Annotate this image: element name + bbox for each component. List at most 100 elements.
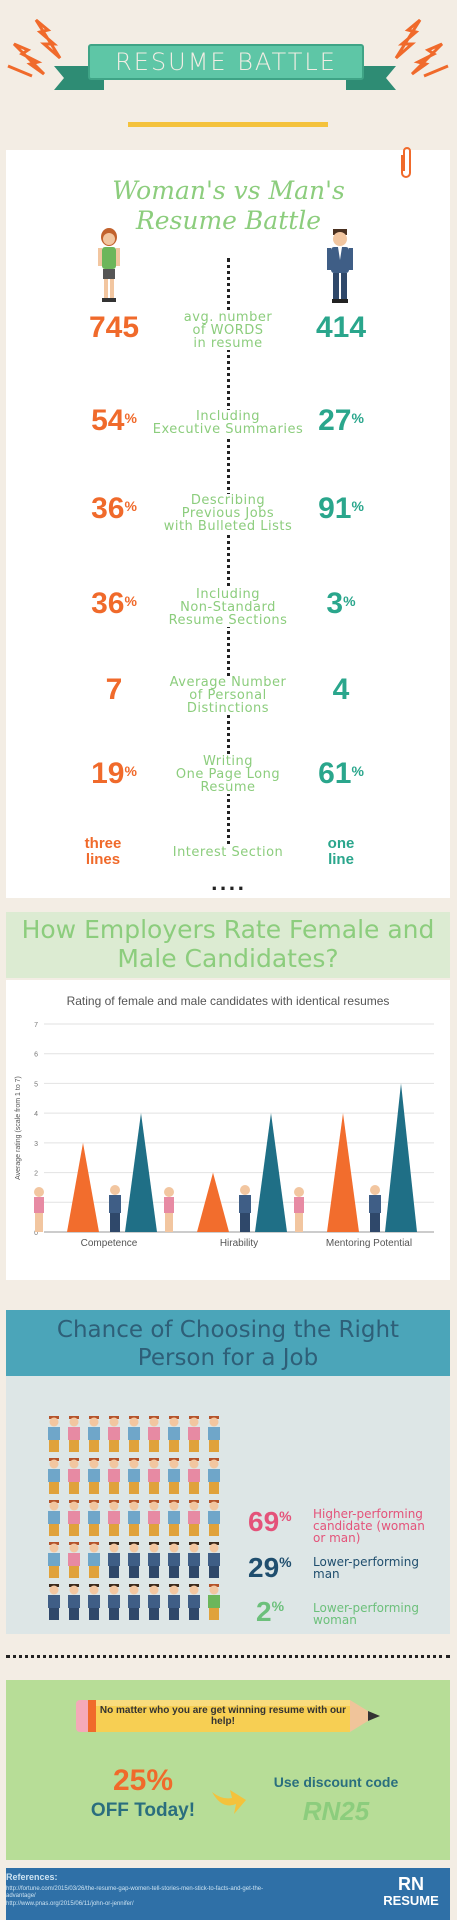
- woman-distinctions-value: 7: [105, 673, 123, 706]
- code-label: Use discount code: [273, 1774, 399, 1790]
- row-label-line: avg. number: [183, 310, 273, 325]
- reference-link[interactable]: http://fortune.com/2015/03/26/the-resume…: [6, 1886, 264, 1892]
- banner-title: RESUME BATTLE: [88, 44, 364, 80]
- row-label-distinctions: Average Number of Personal Distinctions: [148, 676, 308, 715]
- row-label-line: Interest Section: [172, 845, 284, 860]
- person-figure-icon: [148, 1500, 160, 1536]
- stat-label-line: Lower-performing: [313, 1555, 419, 1569]
- person-figure-icon: [148, 1416, 160, 1452]
- arrow-right-icon: [212, 1790, 246, 1814]
- male-candidate-icon: [239, 1185, 251, 1232]
- man-summaries-value: 27%: [318, 404, 364, 437]
- male-candidate-icon: [109, 1185, 121, 1232]
- person-figure-icon: [168, 1416, 180, 1452]
- row-label-line: with Bulleted Lists: [163, 519, 293, 534]
- stat-label-line: Higher-performing: [313, 1507, 423, 1521]
- row-label-summaries: Including Executive Summaries: [148, 410, 308, 436]
- stat-man-label: Lower-performing man: [313, 1556, 453, 1580]
- y-tick-label: 4: [34, 1111, 38, 1118]
- man-onepage-value: 61%: [318, 757, 364, 790]
- row-label-bullets: Describing Previous Jobs with Bulleted L…: [148, 494, 308, 533]
- stat-higher-value: 69%: [248, 1506, 292, 1537]
- person-figure-icon: [208, 1500, 220, 1536]
- person-figure-icon: [108, 1458, 120, 1494]
- reference-link[interactable]: http://www.pnas.org/2015/06/11/john-or-j…: [6, 1901, 134, 1907]
- female-candidate-icon: [294, 1187, 304, 1232]
- woman-bullets-value: 36%: [91, 492, 137, 525]
- stat-woman-label: Lower-performing woman: [313, 1602, 453, 1626]
- row-label-line: Non-Standard: [180, 600, 276, 615]
- chart-title: Rating of female and male candidates wit…: [66, 994, 390, 1008]
- discount-label: OFF Today!: [90, 1800, 196, 1821]
- battle-title-line2: Resume Battle: [135, 206, 322, 235]
- stat-woman-value: 2%: [256, 1596, 285, 1627]
- male-candidate-icon: [369, 1185, 381, 1232]
- man-figure-icon: [188, 1584, 200, 1620]
- person-figure-icon: [208, 1416, 220, 1452]
- reference-link[interactable]: advantage/: [6, 1893, 36, 1899]
- person-figure-icon: [68, 1416, 80, 1452]
- man-figure-icon: [148, 1584, 160, 1620]
- person-figure-icon: [48, 1458, 60, 1494]
- discount-code[interactable]: RN25: [302, 1796, 370, 1826]
- y-tick-label: 3: [34, 1141, 38, 1148]
- row-label-words: avg. number of WORDS in resume: [148, 311, 308, 350]
- employers-heading: How Employers Rate Female and Male Candi…: [6, 912, 450, 978]
- person-figure-icon: [168, 1500, 180, 1536]
- y-tick-label: 0: [34, 1230, 38, 1237]
- person-figure-icon: [188, 1500, 200, 1536]
- person-figure-icon: [188, 1416, 200, 1452]
- person-figure-icon: [108, 1416, 120, 1452]
- row-label-sections: Including Non-Standard Resume Sections: [148, 588, 308, 627]
- data-bar: [255, 1113, 287, 1232]
- man-distinctions-value: 4: [332, 673, 350, 706]
- stat-label-line: Lower-performing: [313, 1601, 419, 1615]
- stat-label-line: woman: [313, 1613, 357, 1627]
- employers-heading-line2: Male Candidates?: [117, 944, 339, 973]
- rn-resume-logo[interactable]: RN RESUME: [374, 1874, 448, 1914]
- man-figure-icon: [168, 1584, 180, 1620]
- man-bullets-value: 91%: [318, 492, 364, 525]
- paperclip-icon: [401, 147, 411, 178]
- stat-label-line: candidate (woman: [313, 1519, 425, 1533]
- person-figure-icon: [128, 1500, 140, 1536]
- row-label-line: Including: [196, 409, 260, 424]
- woman-words-value: 745: [88, 311, 140, 344]
- chance-heading-line1: Chance of Choosing the Right: [56, 1317, 400, 1343]
- data-bar: [327, 1113, 359, 1232]
- man-figure-icon: [148, 1542, 160, 1578]
- man-figure-icon: [128, 1542, 140, 1578]
- man-sections-value: 3%: [326, 587, 356, 620]
- row-label-line: Resume: [200, 780, 256, 795]
- man-icon: [327, 229, 353, 303]
- chance-heading: Chance of Choosing the Right Person for …: [6, 1310, 450, 1376]
- people-grid: [48, 1416, 220, 1620]
- data-bar: [197, 1172, 229, 1232]
- row-label-onepage: Writing One Page Long Resume: [148, 755, 308, 794]
- person-figure-icon: [168, 1458, 180, 1494]
- row-label-interest: Interest Section: [148, 846, 308, 859]
- data-bar: [125, 1113, 157, 1232]
- y-tick-label: 6: [34, 1052, 38, 1059]
- man-figure-icon: [168, 1542, 180, 1578]
- green-woman-figure-icon: [208, 1584, 220, 1620]
- y-axis-label: Average rating (scale from 1 to 7): [15, 1076, 22, 1180]
- female-candidate-icon: [34, 1187, 44, 1232]
- rating-chart: 01234567Average rating (scale from 1 to …: [15, 1022, 434, 1249]
- category-label: Mentoring Potential: [326, 1238, 412, 1249]
- row-label-line: Resume Sections: [168, 613, 288, 628]
- person-figure-icon: [88, 1542, 100, 1578]
- person-figure-icon: [108, 1500, 120, 1536]
- person-figure-icon: [128, 1416, 140, 1452]
- man-figure-icon: [68, 1584, 80, 1620]
- stat-man-value: 29%: [248, 1552, 292, 1583]
- row-label-line: Writing: [203, 754, 253, 769]
- man-figure-icon: [108, 1584, 120, 1620]
- person-figure-icon: [88, 1416, 100, 1452]
- ellipsis: ....: [210, 874, 247, 895]
- row-label-line: Describing: [190, 493, 266, 508]
- person-figure-icon: [48, 1542, 60, 1578]
- row-label-line: Previous Jobs: [181, 506, 275, 521]
- person-figure-icon: [88, 1458, 100, 1494]
- woman-icon: [98, 228, 120, 302]
